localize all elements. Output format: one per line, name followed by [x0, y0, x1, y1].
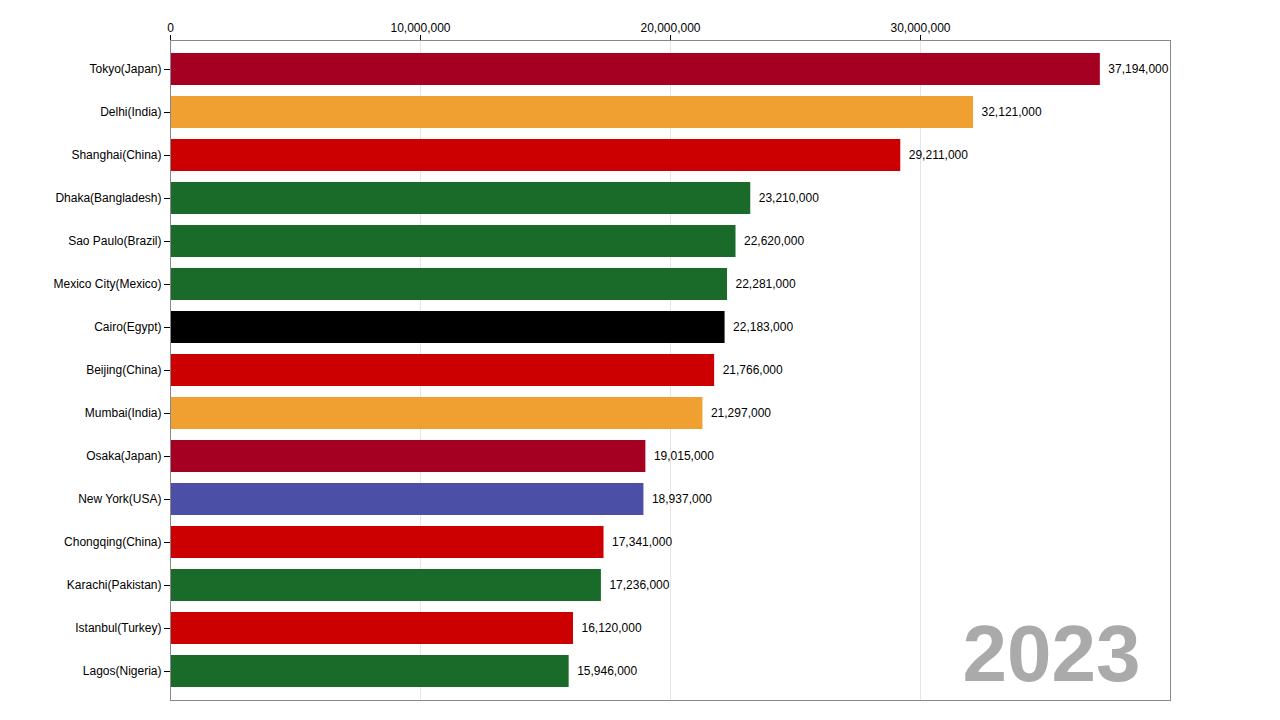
svg-text:Lagos(Nigeria): Lagos(Nigeria): [83, 664, 162, 678]
svg-text:0: 0: [167, 21, 174, 35]
svg-text:32,121,000: 32,121,000: [982, 105, 1042, 119]
svg-text:29,211,000: 29,211,000: [909, 148, 968, 162]
svg-text:10,000,000: 10,000,000: [390, 21, 450, 35]
svg-text:Delhi(India): Delhi(India): [100, 105, 161, 119]
svg-text:19,015,000: 19,015,000: [654, 449, 714, 463]
svg-text:Cairo(Egypt): Cairo(Egypt): [94, 320, 161, 334]
svg-text:21,297,000: 21,297,000: [711, 406, 771, 420]
svg-text:23,210,000: 23,210,000: [759, 191, 819, 205]
svg-text:18,937,000: 18,937,000: [652, 492, 712, 506]
svg-text:22,620,000: 22,620,000: [744, 234, 804, 248]
svg-text:Beijing(China): Beijing(China): [86, 363, 161, 377]
svg-text:30,000,000: 30,000,000: [890, 21, 950, 35]
svg-text:17,236,000: 17,236,000: [609, 578, 669, 592]
svg-text:Osaka(Japan): Osaka(Japan): [86, 449, 161, 463]
svg-text:Karachi(Pakistan): Karachi(Pakistan): [67, 578, 162, 592]
svg-text:22,281,000: 22,281,000: [736, 277, 796, 291]
svg-text:Mumbai(India): Mumbai(India): [85, 406, 162, 420]
svg-text:Sao Paulo(Brazil): Sao Paulo(Brazil): [68, 234, 161, 248]
svg-text:Istanbul(Turkey): Istanbul(Turkey): [75, 621, 161, 635]
svg-text:21,766,000: 21,766,000: [723, 363, 783, 377]
svg-text:16,120,000: 16,120,000: [582, 621, 642, 635]
svg-text:2023: 2023: [963, 609, 1141, 698]
svg-text:Dhaka(Bangladesh): Dhaka(Bangladesh): [55, 191, 161, 205]
svg-text:20,000,000: 20,000,000: [640, 21, 700, 35]
svg-text:15,946,000: 15,946,000: [577, 664, 637, 678]
svg-text:Chongqing(China): Chongqing(China): [64, 535, 161, 549]
svg-text:New York(USA): New York(USA): [78, 492, 161, 506]
svg-text:22,183,000: 22,183,000: [733, 320, 793, 334]
svg-text:Shanghai(China): Shanghai(China): [71, 148, 161, 162]
svg-text:37,194,000: 37,194,000: [1108, 62, 1168, 76]
svg-text:17,341,000: 17,341,000: [612, 535, 672, 549]
svg-text:Tokyo(Japan): Tokyo(Japan): [89, 62, 161, 76]
svg-text:Mexico City(Mexico): Mexico City(Mexico): [53, 277, 161, 291]
